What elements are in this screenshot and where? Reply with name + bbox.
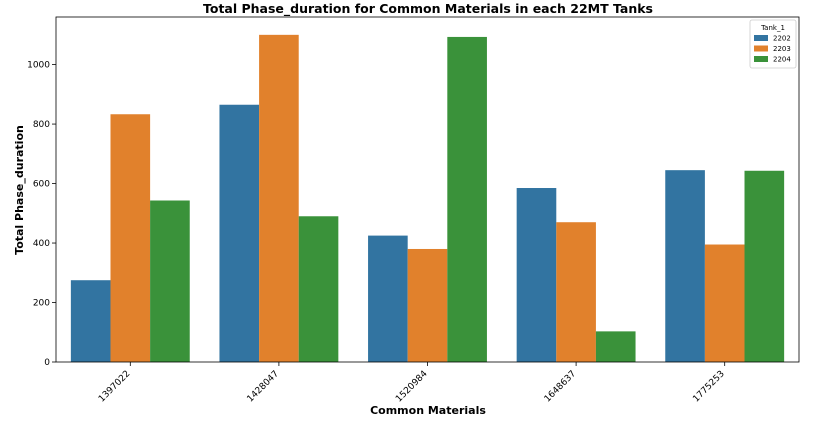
legend-swatch-2202 <box>754 35 768 41</box>
bar-1775253-2202 <box>665 170 705 362</box>
bar-1775253-2203 <box>704 244 745 362</box>
bar-1428047-2203 <box>259 34 299 363</box>
bars-group <box>70 34 785 363</box>
legend-label-2202: 2202 <box>773 35 791 43</box>
legend: Tank_1 2202 2203 2204 <box>749 19 797 69</box>
x-tick-label: 1397022 <box>97 369 132 404</box>
y-axis-label: Total Phase_duration <box>13 125 26 255</box>
bar-1648637-2202 <box>516 188 557 362</box>
y-tick-label: 0 <box>44 358 50 368</box>
y-tick-label: 1000 <box>27 61 50 71</box>
bar-1775253-2204 <box>744 170 785 362</box>
x-tick-label: 1520984 <box>394 369 430 405</box>
x-tick-label: 1428047 <box>246 369 281 404</box>
bar-1520984-2202 <box>368 235 408 362</box>
y-tick-label: 600 <box>33 180 50 190</box>
legend-title: Tank_1 <box>760 24 785 32</box>
bar-1397022-2202 <box>70 280 111 362</box>
legend-swatch-2203 <box>754 45 768 52</box>
y-axis: 0 200 400 600 800 1000 <box>27 61 56 368</box>
x-axis: 1397022 1428047 1520984 1648637 1775253 <box>97 362 727 404</box>
bar-1428047-2204 <box>298 216 339 362</box>
x-tick-label: 1648637 <box>543 369 578 404</box>
chart-title: Total Phase_duration for Common Material… <box>203 1 653 17</box>
legend-label-2203: 2203 <box>773 45 791 53</box>
x-axis-label: Common Materials <box>370 404 486 417</box>
bar-1648637-2203 <box>556 222 596 362</box>
bar-1397022-2204 <box>150 200 190 362</box>
y-tick-label: 400 <box>33 239 50 249</box>
legend-label-2204: 2204 <box>773 56 791 64</box>
y-tick-label: 800 <box>33 120 50 130</box>
bar-1520984-2203 <box>407 248 448 362</box>
y-tick-label: 200 <box>33 299 50 309</box>
bar-1397022-2203 <box>110 114 151 362</box>
bar-1428047-2202 <box>219 104 260 363</box>
x-tick-label: 1775253 <box>691 369 726 404</box>
bar-1520984-2204 <box>447 36 487 363</box>
legend-swatch-2204 <box>754 56 768 62</box>
bar-1648637-2204 <box>595 331 636 362</box>
